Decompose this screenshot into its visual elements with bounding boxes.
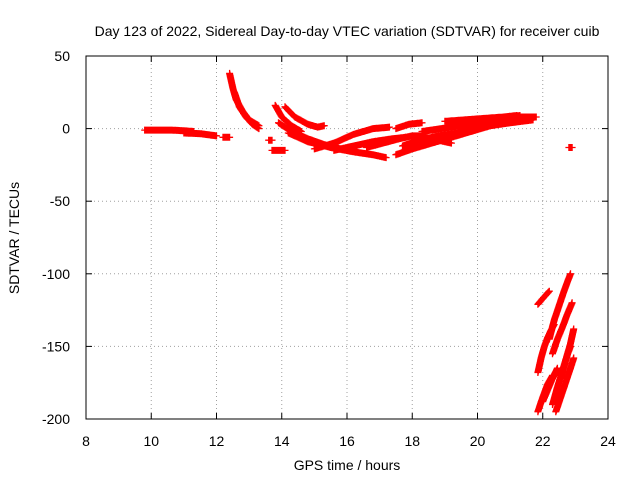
data-point-trail bbox=[268, 146, 289, 154]
data-point-trail bbox=[487, 112, 524, 127]
data-series-t3 bbox=[219, 133, 234, 141]
data-series-t4 bbox=[226, 69, 263, 130]
data-point-trail bbox=[421, 133, 455, 147]
data-series-t28 bbox=[549, 299, 576, 358]
data-series-t6 bbox=[265, 136, 276, 144]
data-series-t7 bbox=[268, 146, 289, 154]
data-point-trail bbox=[539, 364, 561, 406]
data-series-t30 bbox=[552, 354, 578, 416]
data-series-t26 bbox=[539, 364, 561, 406]
x-tick-label: 22 bbox=[535, 433, 551, 449]
y-tick-label: -200 bbox=[42, 411, 70, 427]
data-series-t22 bbox=[565, 144, 576, 151]
data-point-trail bbox=[281, 103, 328, 131]
data-series-t14 bbox=[363, 132, 429, 151]
x-tick-label: 20 bbox=[470, 433, 486, 449]
data-series-t9 bbox=[281, 103, 328, 131]
data-series-t27 bbox=[545, 270, 574, 343]
y-tick-label: -50 bbox=[50, 193, 70, 209]
y-tick-label: 50 bbox=[54, 48, 70, 64]
data-point-trail bbox=[265, 136, 276, 144]
x-tick-label: 16 bbox=[339, 433, 355, 449]
axis-ticks: 8 10 12 14 16 18 20 22 24 -200 -150 -100 -50 0 50 bbox=[42, 48, 616, 449]
data-point-trail bbox=[565, 144, 576, 151]
data-point-trail bbox=[219, 133, 234, 141]
data-series-t31 bbox=[557, 325, 578, 382]
data-series-t5 bbox=[230, 88, 263, 133]
data-point-trail bbox=[552, 354, 578, 416]
x-tick-label: 10 bbox=[143, 433, 159, 449]
data-series-t23 bbox=[534, 287, 553, 308]
x-axis-label: GPS time / hours bbox=[294, 457, 401, 473]
y-tick-label: -150 bbox=[42, 338, 70, 354]
data-point-trail bbox=[226, 69, 263, 130]
grid bbox=[86, 56, 608, 419]
x-tick-label: 14 bbox=[274, 433, 290, 449]
data-point-trail bbox=[363, 132, 429, 151]
data-point-trail bbox=[545, 270, 574, 343]
data-series-t19 bbox=[421, 133, 455, 147]
y-axis-label: SDTVAR / TECUs bbox=[6, 182, 22, 294]
plot-frame bbox=[85, 55, 609, 420]
y-tick-label: -100 bbox=[42, 266, 70, 282]
chart-title: Day 123 of 2022, Sidereal Day-to-day VTE… bbox=[95, 23, 600, 39]
data-points bbox=[141, 69, 578, 416]
data-point-trail bbox=[310, 123, 393, 153]
data-point-trail bbox=[180, 129, 220, 140]
data-series-t2 bbox=[180, 129, 220, 140]
data-point-trail bbox=[392, 119, 426, 133]
x-tick-label: 18 bbox=[404, 433, 420, 449]
y-tick-label: 0 bbox=[62, 121, 70, 137]
data-point-trail bbox=[549, 299, 576, 358]
x-tick-label: 24 bbox=[600, 433, 616, 449]
data-point-trail bbox=[271, 101, 305, 135]
data-series-t21 bbox=[487, 112, 524, 127]
x-tick-label: 12 bbox=[209, 433, 225, 449]
data-series-t15 bbox=[392, 119, 426, 133]
data-point-trail bbox=[557, 325, 578, 382]
data-series-t8 bbox=[271, 101, 305, 135]
data-series-t12 bbox=[310, 123, 393, 153]
data-point-trail bbox=[230, 88, 263, 133]
x-tick-label: 8 bbox=[82, 433, 90, 449]
data-point-trail bbox=[534, 287, 553, 308]
